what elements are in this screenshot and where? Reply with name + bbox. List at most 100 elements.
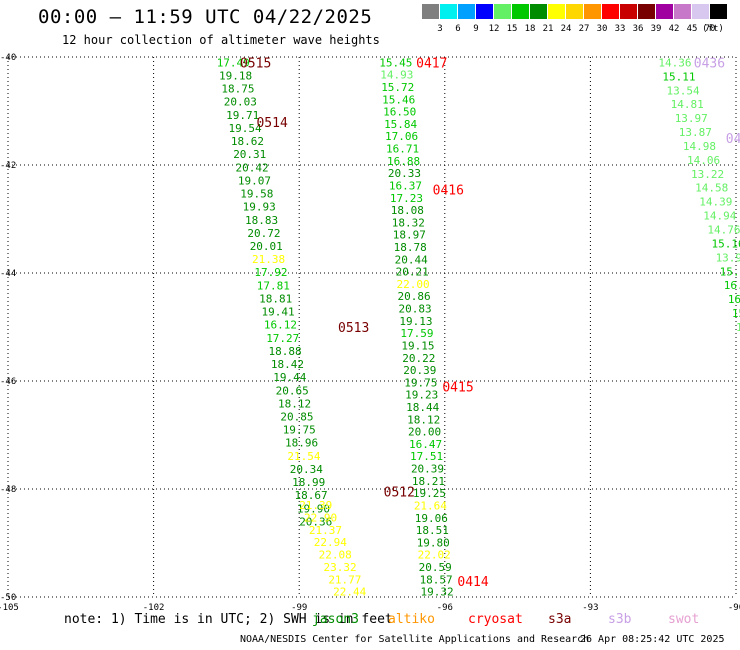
legend-label: 39: [650, 24, 662, 34]
legend-swatch: [710, 4, 727, 19]
satellite-name: jason3: [312, 612, 359, 627]
wave-height-label: 19.23: [405, 389, 438, 402]
wave-height-label: 19.75: [404, 376, 437, 389]
wave-height-label: 20.03: [224, 96, 257, 109]
lon-tick-label: -102: [143, 603, 165, 613]
wave-height-label: 19.75: [283, 424, 316, 437]
wave-height-label: 15.84: [384, 118, 417, 131]
wave-height-label: 16.71: [386, 143, 419, 156]
wave-height-label: 16.88: [387, 155, 420, 168]
wave-height-label: 17.92: [254, 266, 287, 279]
lat-tick-label: -44: [0, 269, 16, 279]
wave-height-label: 22.08: [319, 549, 352, 562]
wave-height-label: 19.07: [238, 174, 271, 187]
pass-time-label: 0436: [694, 56, 725, 71]
wave-height-label: 19.15: [401, 339, 434, 352]
wave-height-label: 13.22: [691, 168, 724, 181]
wave-height-label: 18.08: [391, 204, 424, 217]
lon-tick-label: -99: [291, 603, 307, 613]
wave-height-label: 21.54: [287, 450, 320, 463]
wave-height-label: 20.36: [299, 515, 332, 528]
wave-height-label: 15.24: [720, 265, 740, 278]
wave-height-label: 23.32: [323, 561, 356, 574]
lat-tick-label: -48: [0, 485, 16, 495]
wave-height-label: 21.77: [328, 573, 361, 586]
wave-height-label: 16.: [728, 293, 740, 306]
pass-time-label: 0513: [338, 321, 369, 336]
legend-label: 30: [596, 24, 608, 34]
wave-height-label: 13.94: [716, 251, 740, 264]
legend-label: 27: [578, 24, 590, 34]
wave-height-label: 18.57: [420, 573, 453, 586]
wave-height-label: 19.90: [297, 502, 330, 515]
wave-height-label: 18.75: [221, 83, 254, 96]
wave-height-label: 18.97: [393, 229, 426, 242]
wave-height-label: 15: [732, 307, 740, 320]
pass-time-label: 0416: [433, 183, 464, 198]
wave-height-label: 20.42: [236, 161, 269, 174]
legend-swatch: [674, 4, 691, 19]
wave-height-label: 15.72: [381, 81, 414, 94]
legend-swatch: [458, 4, 475, 19]
credit-line: NOAA/NESDIS Center for Satellite Applica…: [240, 634, 590, 645]
wave-height-label: 19.93: [243, 201, 276, 214]
wave-height-label: 18.12: [407, 413, 440, 426]
wave-height-label: 22.90: [304, 512, 337, 525]
legend-swatch: [494, 4, 511, 19]
wave-height-label: 21.39: [299, 499, 332, 512]
wave-height-label: 18.62: [231, 135, 264, 148]
wave-height-label: 13.54: [667, 84, 700, 97]
lat-tick-label: -50: [0, 593, 16, 603]
lat-tick-label: -46: [0, 377, 16, 387]
legend-label: 6: [455, 24, 461, 34]
wave-height-label: 20.83: [398, 303, 431, 316]
wave-height-label: 15.46: [382, 93, 415, 106]
wave-height-label: 14.94: [703, 210, 736, 223]
pass-time-label: 0415: [442, 380, 473, 395]
legend-swatch: [656, 4, 673, 19]
wave-height-label: 20.22: [402, 352, 435, 365]
wave-height-label: 18.51: [416, 524, 449, 537]
legend-swatch: [638, 4, 655, 19]
legend-swatch: [440, 4, 457, 19]
wave-height-label: 14: [736, 321, 740, 334]
legend-label: 70: [704, 24, 716, 34]
wave-height-label: 17.81: [257, 279, 290, 292]
wave-height-label: 20.39: [403, 364, 436, 377]
wave-height-label: 20.01: [250, 240, 283, 253]
wave-height-label: 20.34: [290, 463, 323, 476]
pass-time-label: 0515: [240, 56, 271, 71]
legend-swatch: [584, 4, 601, 19]
satellite-name: altiko: [388, 612, 435, 627]
wave-height-label: 18.42: [271, 358, 304, 371]
satellite-name: swot: [668, 612, 700, 627]
wave-height-label: 22.00: [397, 278, 430, 291]
wave-height-label: 17.27: [266, 332, 299, 345]
wave-height-label: 18.12: [278, 397, 311, 410]
legend-swatch: [602, 4, 619, 19]
wave-height-label: 18.21: [412, 475, 445, 488]
legend-swatch: [512, 4, 529, 19]
legend-swatch: [566, 4, 583, 19]
wave-height-label: 20.21: [396, 266, 429, 279]
wave-height-label: 18.99: [292, 476, 325, 489]
wave-height-label: 20.39: [411, 463, 444, 476]
wave-height-label: 14.81: [671, 98, 704, 111]
wave-height-label: 19.71: [226, 109, 259, 122]
pass-time-label: 0512: [384, 486, 415, 501]
wave-height-label: 17.49: [217, 56, 250, 69]
wave-height-label: 14.39: [699, 196, 732, 209]
wave-height-label: 18.96: [285, 437, 318, 450]
lon-tick-label: -105: [0, 603, 19, 613]
wave-height-label: 20.85: [280, 410, 313, 423]
wave-height-label: 19.80: [417, 536, 450, 549]
satellite-name: cryosat: [468, 612, 523, 627]
wave-height-label: 14.76: [707, 224, 740, 237]
wave-height-label: 20.59: [419, 561, 452, 574]
wave-height-label: 21.38: [252, 253, 285, 266]
wave-height-label: 17.51: [410, 450, 443, 463]
wave-height-label: 18.32: [392, 216, 425, 229]
legend-swatch: [530, 4, 547, 19]
page-title: 00:00 – 11:59 UTC 04/22/2025: [38, 6, 373, 28]
wave-height-label: 19.32: [421, 586, 454, 599]
